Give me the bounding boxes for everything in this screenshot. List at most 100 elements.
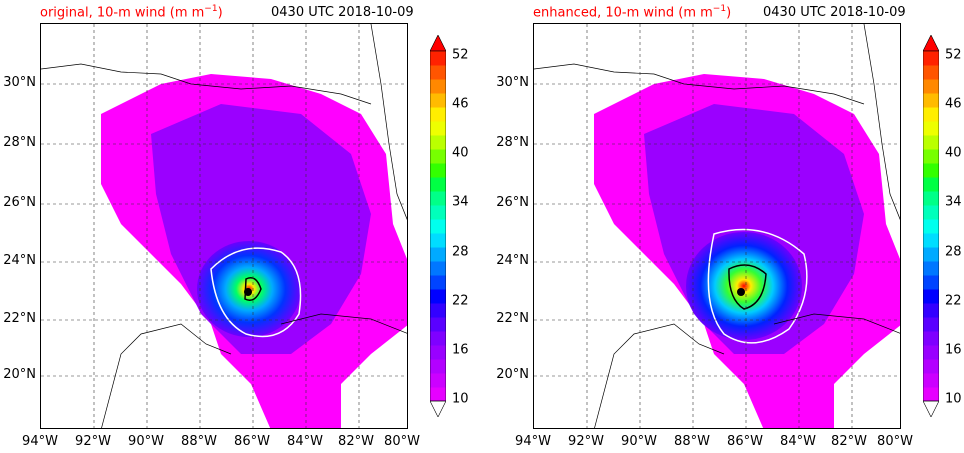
lon-label: 88°W <box>674 434 710 449</box>
lat-label: 24°N <box>496 253 529 268</box>
colorbar-segment <box>430 317 446 332</box>
colorbar-segment <box>923 51 939 66</box>
colorbar-segment <box>923 233 939 248</box>
panel-title: enhanced, 10-m wind (m m−1) <box>533 4 731 20</box>
colorbar-segment <box>430 345 446 360</box>
panel-title-close: ) <box>726 5 732 21</box>
colorbar-min-arrow <box>430 400 446 417</box>
colorbar-segment <box>923 107 939 122</box>
colorbar-segment <box>923 163 939 178</box>
colorbar-segment <box>923 359 939 374</box>
colorbar-segment <box>923 289 939 304</box>
colorbar-segment <box>430 149 446 164</box>
cuba-coast-line <box>280 313 407 334</box>
lat-label: 20°N <box>3 367 36 382</box>
lon-label: 90°W <box>128 434 164 449</box>
colorbar-segment <box>430 121 446 136</box>
wind-contour-white <box>210 247 302 338</box>
panel-time: 0430 UTC 2018-10-09 <box>271 5 414 20</box>
colorbar-segment <box>923 387 939 402</box>
lon-label: 86°W <box>727 434 763 449</box>
lat-label: 28°N <box>3 135 36 150</box>
storm-eye <box>737 288 745 296</box>
lat-label: 26°N <box>496 195 529 210</box>
lat-label: 20°N <box>496 367 529 382</box>
lon-label: 80°W <box>877 434 913 449</box>
colorbar-segment <box>430 387 446 402</box>
colorbar-segment <box>923 303 939 318</box>
panel-original: original, 10-m wind (m m−1) 0430 UTC 201… <box>3 4 469 449</box>
lat-label: 30°N <box>3 75 36 90</box>
lat-label: 28°N <box>496 135 529 150</box>
hurricane-core <box>686 232 802 340</box>
colorbar-tick-label: 10 <box>452 391 469 407</box>
wind-contour-black <box>728 264 767 310</box>
colorbar-segment <box>923 191 939 206</box>
colorbar-tick-label: 40 <box>945 145 962 161</box>
colorbar-segment <box>430 303 446 318</box>
colorbar-tick-label: 16 <box>945 342 962 358</box>
panel-enhanced: enhanced, 10-m wind (m m−1) 0430 UTC 201… <box>493 0 964 453</box>
colorbar-tick-label: 22 <box>945 293 962 309</box>
colorbar-segment <box>430 107 446 122</box>
map-canvas <box>41 24 407 428</box>
mexico-coast-line <box>101 323 232 428</box>
cuba-coast-line <box>773 313 900 334</box>
lon-label: 84°W <box>780 434 816 449</box>
wind-map-original <box>40 23 408 429</box>
colorbar-segment <box>430 275 446 290</box>
wind-contour-black <box>244 277 262 301</box>
lon-label: 80°W <box>384 434 420 449</box>
lon-label: 92°W <box>75 434 111 449</box>
lon-label: 84°W <box>287 434 323 449</box>
colorbar-segment <box>430 233 446 248</box>
colorbar-segment <box>430 331 446 346</box>
colorbar-tick-label: 28 <box>452 244 469 260</box>
storm-eye <box>244 288 252 296</box>
lat-label: 22°N <box>496 311 529 326</box>
colorbar-segment <box>923 93 939 108</box>
colorbar-segment <box>923 135 939 150</box>
colorbar-tick-label: 28 <box>945 244 962 260</box>
colorbar-tick-label: 22 <box>452 293 469 309</box>
lat-label: 26°N <box>3 195 36 210</box>
colorbar-tick-label: 52 <box>452 47 469 63</box>
colorbar-segment <box>430 135 446 150</box>
colorbar-segment <box>430 219 446 234</box>
colorbar-segment <box>430 177 446 192</box>
colorbar-segment <box>430 65 446 80</box>
colorbar-segment <box>430 289 446 304</box>
colorbar-segment <box>923 79 939 94</box>
colorbar-segment <box>923 149 939 164</box>
lon-label: 82°W <box>338 434 374 449</box>
colorbar-segment <box>430 79 446 94</box>
colorbar-segment <box>430 261 446 276</box>
colorbar-segment <box>430 247 446 262</box>
lat-label: 30°N <box>496 75 529 90</box>
map-graticule <box>41 24 407 428</box>
colorbar-tick-label: 16 <box>452 342 469 358</box>
lon-label: 88°W <box>181 434 217 449</box>
lon-label: 94°W <box>515 434 551 449</box>
lon-label: 90°W <box>621 434 657 449</box>
panel-title-close: ) <box>217 5 223 21</box>
lat-label: 22°N <box>3 311 36 326</box>
colorbar-tick-label: 34 <box>945 194 962 210</box>
panel-title-sup: −1 <box>204 4 218 14</box>
wind-contour-white <box>707 228 808 344</box>
mexico-coast-line <box>594 323 725 428</box>
panel-title: original, 10-m wind (m m−1) <box>40 4 223 20</box>
colorbar-segment <box>923 345 939 360</box>
colorbar-segment <box>923 317 939 332</box>
colorbar-segment <box>923 177 939 192</box>
colorbar-tick-label: 46 <box>945 96 962 112</box>
colorbar-segment <box>923 275 939 290</box>
colorbar-segment <box>923 121 939 136</box>
colorbar-tick-label: 40 <box>452 145 469 161</box>
colorbar-segment <box>430 93 446 108</box>
lat-label: 24°N <box>3 253 36 268</box>
lon-label: 92°W <box>568 434 604 449</box>
colorbar <box>430 35 446 417</box>
colorbar-segment <box>430 373 446 388</box>
wind-map-enhanced <box>533 23 901 429</box>
